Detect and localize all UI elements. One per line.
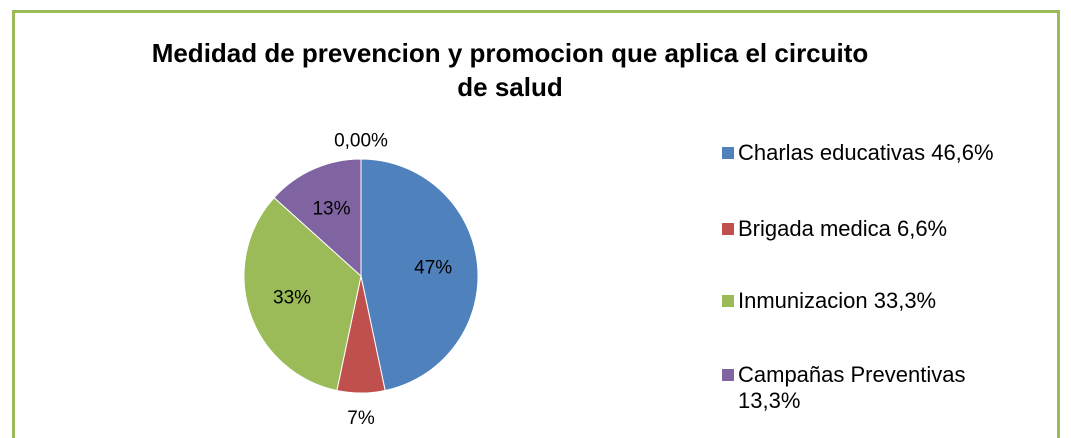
legend-label: Brigada medica 6,6% bbox=[738, 216, 948, 241]
legend-label: Inmunizacion 33,3% bbox=[738, 288, 937, 313]
legend-swatch bbox=[722, 223, 734, 235]
annotation: 0,00% bbox=[334, 130, 388, 151]
legend-item: Campañas Preventivas 13,3% bbox=[722, 362, 1032, 414]
legend-label: Campañas Preventivas 13,3% bbox=[738, 362, 966, 413]
legend-item: Inmunizacion 33,3% bbox=[722, 288, 1032, 314]
data-label: 33% bbox=[273, 287, 311, 308]
legend-item: Brigada medica 6,6% bbox=[722, 216, 1032, 242]
legend-swatch bbox=[722, 147, 734, 159]
data-label: 47% bbox=[414, 257, 452, 278]
legend-swatch bbox=[722, 369, 734, 381]
data-label: 7% bbox=[347, 408, 375, 429]
legend-swatch bbox=[722, 295, 734, 307]
data-label: 13% bbox=[312, 199, 350, 220]
pie-slice bbox=[273, 158, 362, 278]
legend-label: Charlas educativas 46,6% bbox=[738, 140, 994, 165]
frame bbox=[12, 10, 1060, 438]
legend-item: Charlas educativas 46,6% bbox=[722, 140, 1032, 166]
pie-slice bbox=[360, 158, 479, 392]
chart-title: Medidad de prevencion y promocion que ap… bbox=[151, 38, 869, 102]
pie-slice bbox=[243, 196, 362, 392]
